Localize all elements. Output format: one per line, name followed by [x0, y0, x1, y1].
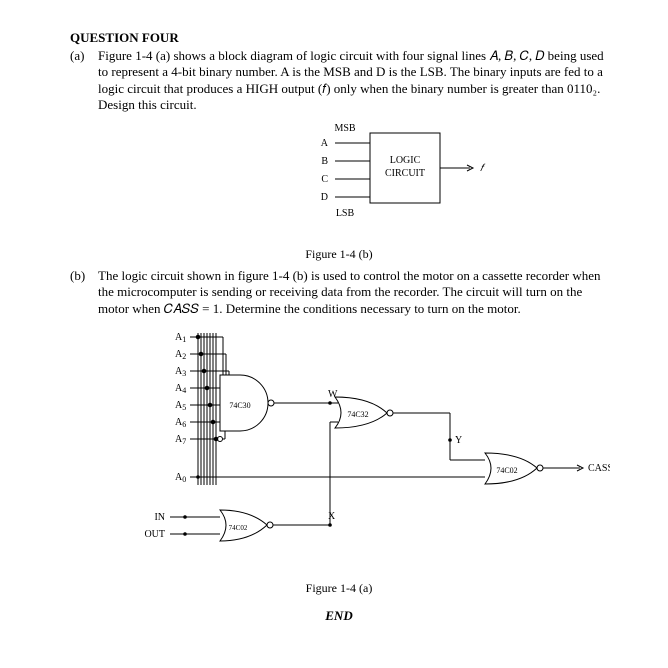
- addr-lines: [190, 333, 223, 485]
- part-a-design: Design this circuit.: [98, 97, 197, 112]
- in-D: D: [321, 192, 328, 203]
- out-label: OUT: [144, 529, 165, 540]
- in-C: C: [321, 174, 328, 185]
- msb-label: MSB: [334, 123, 355, 134]
- part-a-text: Figure 1-4 (a) shows a block diagram of …: [98, 48, 608, 113]
- in-B: B: [321, 156, 328, 167]
- part-a-label: (a): [70, 48, 98, 113]
- svg-text:A1: A1: [175, 332, 186, 344]
- part-b-label: (b): [70, 268, 98, 317]
- figure-1: LOGIC CIRCUIT MSB LSB A B C D 𝑓 Figure 1…: [70, 121, 608, 262]
- figure-1-svg: LOGIC CIRCUIT MSB LSB A B C D 𝑓: [70, 121, 610, 241]
- figure-2: A1 A2 A3 A4 A5 A6 A7 A0: [70, 325, 608, 596]
- svg-text:A5: A5: [175, 400, 186, 412]
- gate-74c02-out: 74C02: [485, 453, 543, 484]
- page: QUESTION FOUR (a) Figure 1-4 (a) shows a…: [0, 0, 668, 644]
- svg-text:74C32: 74C32: [347, 410, 368, 419]
- part-b: (b) The logic circuit shown in figure 1-…: [70, 268, 608, 317]
- svg-text:74C02: 74C02: [229, 524, 248, 532]
- in-label: IN: [154, 512, 165, 523]
- svg-text:74C30: 74C30: [229, 401, 250, 410]
- part-a-body: Figure 1-4 (a) shows a block diagram of …: [98, 48, 604, 96]
- question-title: QUESTION FOUR: [70, 30, 608, 46]
- gate-74c32: 74C32: [335, 397, 393, 428]
- out-f: 𝑓: [480, 163, 486, 174]
- end-label: END: [70, 608, 608, 624]
- svg-text:A0: A0: [175, 472, 186, 484]
- figure-2-svg: A1 A2 A3 A4 A5 A6 A7 A0: [70, 325, 610, 575]
- box-label1: LOGIC: [390, 155, 421, 166]
- lsb-label: LSB: [336, 208, 355, 219]
- part-b-text: The logic circuit shown in figure 1-4 (b…: [98, 268, 608, 317]
- fig1-caption: Figure 1-4 (b): [70, 247, 608, 262]
- fig2-caption: Figure 1-4 (a): [70, 581, 608, 596]
- in-A: A: [321, 138, 329, 149]
- y-label: Y: [455, 435, 462, 446]
- part-a: (a) Figure 1-4 (a) shows a block diagram…: [70, 48, 608, 113]
- svg-text:A7: A7: [175, 434, 186, 446]
- addr-labels: A1 A2 A3 A4 A5 A6 A7 A0: [175, 332, 186, 484]
- x-label: X: [328, 511, 336, 522]
- gate-74c30: 74C30: [220, 375, 274, 431]
- cass-label: CASS: [588, 463, 610, 474]
- svg-text:A2: A2: [175, 349, 186, 361]
- svg-text:74C02: 74C02: [496, 466, 517, 475]
- gate-74c02-lower: 74C02: [220, 510, 273, 541]
- svg-text:A3: A3: [175, 366, 186, 378]
- svg-text:A4: A4: [175, 383, 186, 395]
- svg-text:A6: A6: [175, 417, 186, 429]
- box-label2: CIRCUIT: [385, 168, 425, 179]
